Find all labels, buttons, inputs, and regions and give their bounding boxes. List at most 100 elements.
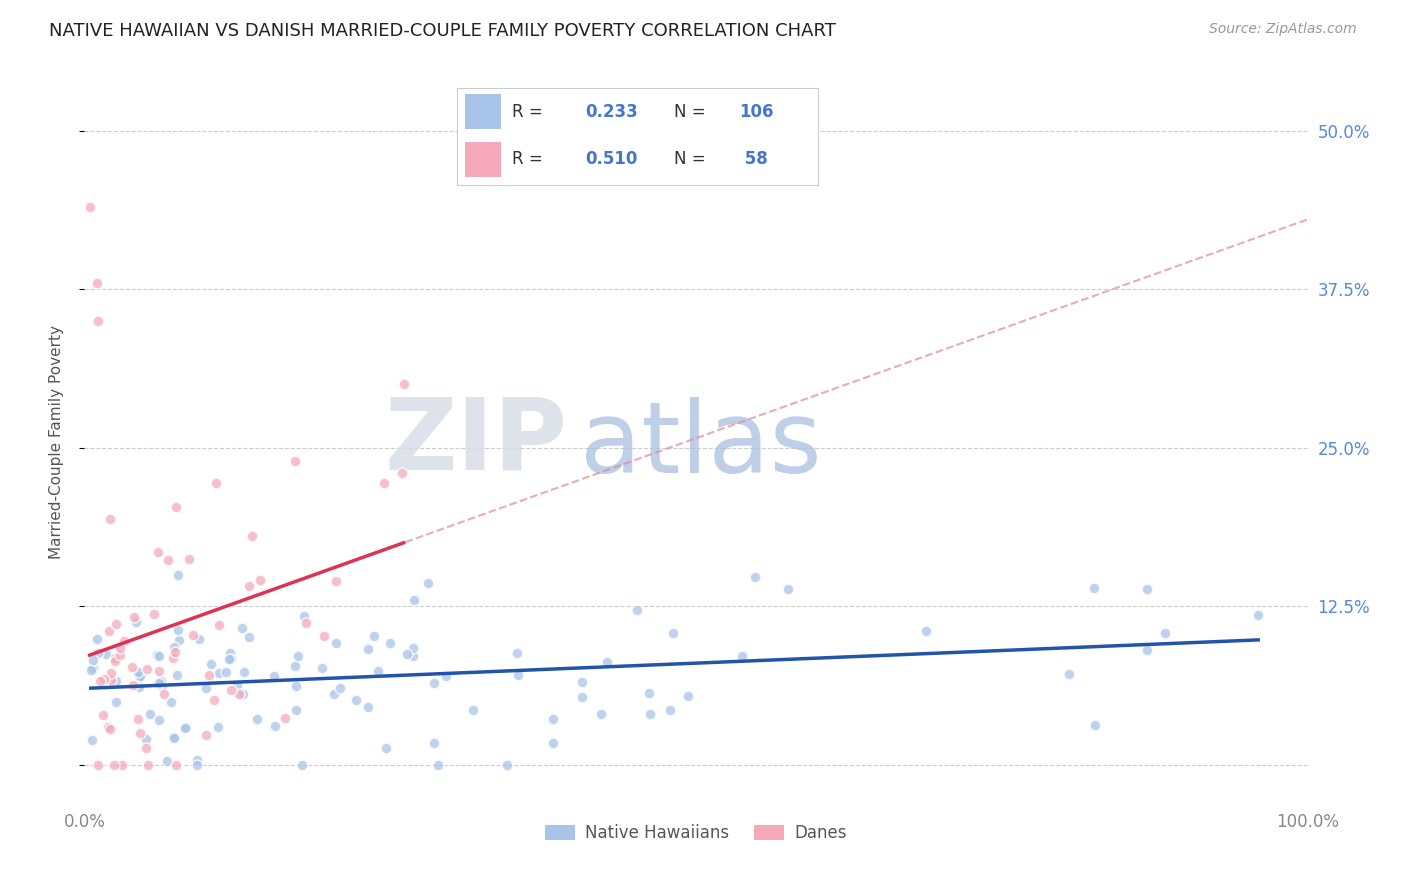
Point [136,757,159,772]
Point [96,648,118,662]
Point [596,655,619,669]
Point [1083,582,1105,596]
Point [139,706,162,721]
Legend: Native Hawaiians, Danes: Native Hawaiians, Danes [538,817,853,848]
Point [100,665,122,680]
Point [148,664,170,678]
Point [87,757,110,772]
Point [395,647,418,661]
Point [167,568,190,582]
Point [100,673,122,687]
Point [373,475,395,490]
Point [82,661,104,675]
Point [159,695,181,709]
Point [378,635,401,649]
Point [219,650,242,665]
Point [128,681,150,695]
Point [110,648,132,663]
Point [187,632,209,646]
Point [135,731,157,746]
Point [404,593,426,607]
Point [97,720,120,734]
Point [104,654,127,668]
Point [659,703,682,717]
Point [80,663,103,677]
Point [146,545,169,559]
Point [146,648,169,662]
Point [541,736,564,750]
Point [219,646,242,660]
Point [329,681,352,696]
Point [225,678,247,692]
Point [273,711,295,725]
Point [506,668,529,682]
Point [150,674,173,689]
Point [571,675,593,690]
Point [284,659,307,673]
Point [200,657,222,671]
Point [167,632,190,647]
Point [589,706,612,721]
Point [205,476,228,491]
Point [202,693,225,707]
Point [207,618,229,632]
Point [165,645,187,659]
Point [263,668,285,682]
Point [105,617,128,632]
Point [87,646,110,660]
Point [174,720,197,734]
Point [496,757,519,772]
Point [344,693,367,707]
Point [91,708,114,723]
Point [246,712,269,726]
Point [374,740,396,755]
Text: NATIVE HAWAIIAN VS DANISH MARRIED-COUPLE FAMILY POVERTY CORRELATION CHART: NATIVE HAWAIIAN VS DANISH MARRIED-COUPLE… [49,22,837,40]
Point [165,500,187,514]
Point [215,665,238,679]
Point [122,677,145,691]
Point [150,679,173,693]
Point [285,679,308,693]
Point [167,624,190,638]
Point [108,640,131,655]
Point [148,676,170,690]
Point [228,687,250,701]
Point [232,687,254,701]
Point [231,621,253,635]
Point [640,707,662,722]
Point [104,695,127,709]
Point [112,634,135,648]
Point [166,667,188,681]
Point [402,641,425,656]
Point [135,740,157,755]
Point [82,733,104,747]
Point [416,576,439,591]
Point [98,722,121,736]
Point [93,672,115,686]
Point [173,721,195,735]
Point [391,467,413,481]
Point [162,730,184,744]
Y-axis label: Married-Couple Family Poverty: Married-Couple Family Poverty [49,325,63,558]
Point [127,712,149,726]
Point [156,754,179,768]
Point [1247,608,1270,623]
Point [325,574,347,588]
Point [238,579,260,593]
Point [104,650,127,665]
Point [423,736,446,750]
Point [290,757,312,772]
Point [86,276,108,290]
Point [197,668,219,682]
Point [162,651,184,665]
Point [915,624,938,639]
Point [219,652,242,666]
Point [218,651,240,665]
Point [312,629,335,643]
Point [125,615,148,629]
Point [79,200,101,214]
Point [637,686,659,700]
Point [571,690,593,704]
Point [127,665,149,679]
Point [541,712,564,726]
